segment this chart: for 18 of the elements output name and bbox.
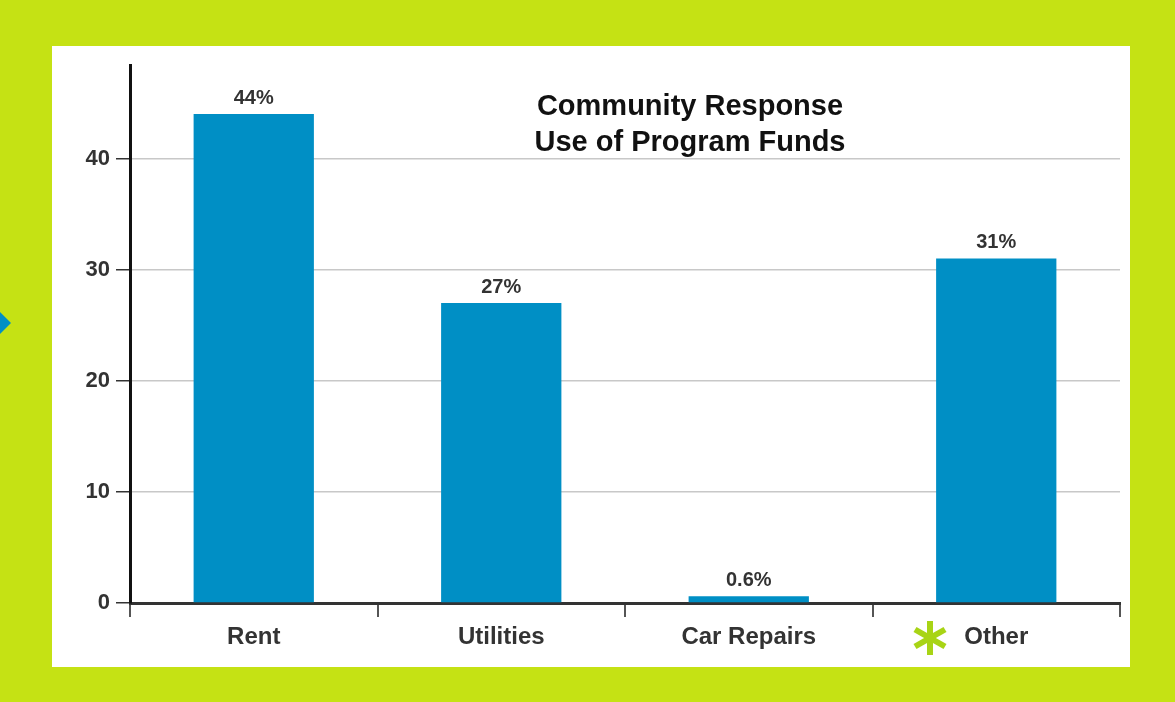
text: Community Response Use of Program Funds [534,89,846,157]
y-tick-label: 40 [85,144,110,170]
data-label: 0.6% [725,567,772,590]
x-tick-label: Car Repairs [681,622,817,650]
y-tick-label: 20 [85,366,110,392]
data-label: 27% [481,274,522,297]
y-tick-label: 10 [85,477,110,503]
data-label: 31% [976,230,1017,253]
y-tick-label: 30 [85,255,110,281]
bar [688,596,809,603]
x-tick-label: Other [964,622,1029,650]
y-tick-label: 0 [97,589,110,615]
data-label: 44% [233,85,274,108]
bar [441,302,562,603]
x-tick-label: Utilities [457,622,545,650]
x-tick-label: Rent [227,622,281,650]
bar [936,258,1057,603]
bar [193,114,314,603]
